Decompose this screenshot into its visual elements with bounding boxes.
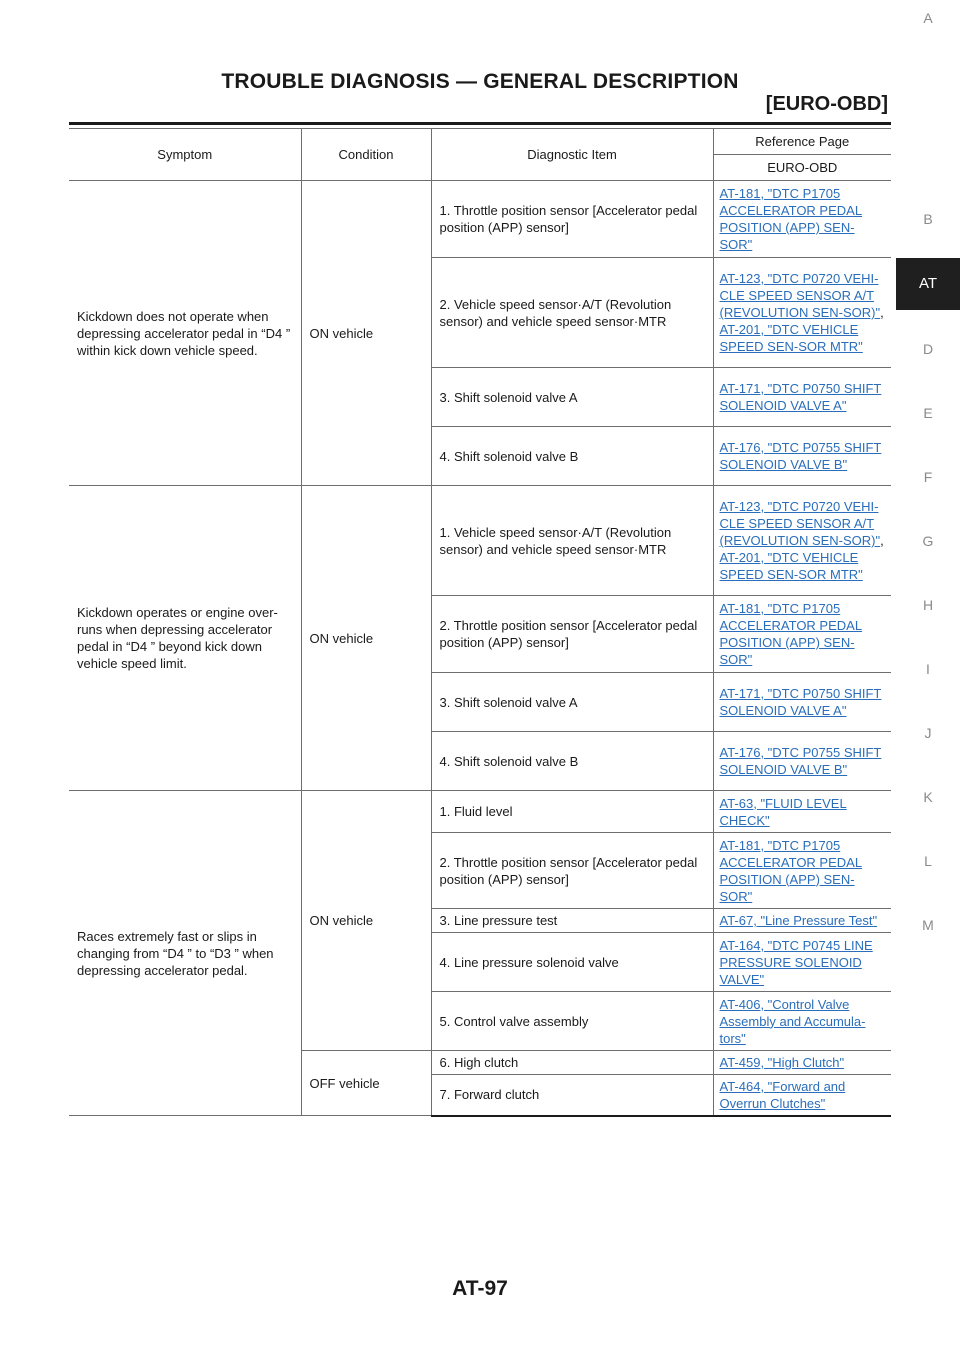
section-tab-d[interactable]: D: [922, 341, 934, 357]
reference-link[interactable]: AT-181, "DTC P1705 ACCELERATOR PEDAL POS…: [719, 186, 863, 252]
reference-cell: AT-176, "DTC P0755 SHIFT SOLENOID VALVE …: [712, 426, 891, 486]
reference-cell: AT-171, "DTC P0750 SHIFT SOLENOID VALVE …: [712, 672, 891, 732]
section-tab-at[interactable]: AT: [896, 258, 960, 310]
diagnostic-item-cell: 7. Forward clutch: [431, 1074, 714, 1117]
table-row: 2. Vehicle speed sensor·A/T (Revolution …: [69, 257, 891, 368]
reference-cell: AT-171, "DTC P0750 SHIFT SOLENOID VALVE …: [712, 367, 891, 427]
reference-cell: AT-164, "DTC P0745 LINE PRESSURE SOLENOI…: [712, 932, 891, 992]
diagnostic-item-cell: 1. Vehicle speed sensor·A/T (Revolution …: [430, 485, 714, 596]
table-row: Kickdown does not operate when depressin…: [69, 180, 891, 486]
table-row: 5. Control valve assembly AT-406, "Contr…: [69, 991, 891, 1051]
section-tab-a[interactable]: A: [923, 10, 933, 26]
diagnostic-item-cell: 6. High clutch: [430, 1050, 714, 1075]
reference-link[interactable]: AT-123, "DTC P0720 VEHI-CLE SPEED SENSOR…: [719, 499, 881, 548]
reference-link[interactable]: AT-63, "FLUID LEVEL CHECK": [719, 795, 847, 828]
reference-link[interactable]: AT-176, "DTC P0755 SHIFT SOLENOID VALVE …: [719, 440, 882, 472]
reference-link[interactable]: AT-171, "DTC P0750 SHIFT SOLENOID VALVE …: [719, 381, 882, 413]
reference-cell: AT-67, "Line Pressure Test": [712, 908, 891, 933]
reference-link[interactable]: AT-164, "DTC P0745 LINE PRESSURE SOLENOI…: [719, 937, 873, 987]
section-tab-j[interactable]: J: [924, 725, 932, 741]
section-tab-b[interactable]: B: [923, 211, 933, 227]
header-condition: Condition: [300, 128, 432, 181]
diagnostic-item-cell: 3. Shift solenoid valve A: [431, 367, 714, 427]
reference-link[interactable]: AT-181, "DTC P1705 ACCELERATOR PEDAL POS…: [719, 837, 863, 904]
condition-cell: ON vehicle: [300, 180, 432, 486]
symptom-cell: Kickdown does not operate when depressin…: [69, 180, 302, 486]
table-row: OFF vehicle 6. High clutch AT-459, "High…: [69, 1050, 891, 1116]
table-row: 7. Forward clutch AT-464, "Forward and O…: [69, 1074, 891, 1117]
page-title: TROUBLE DIAGNOSIS — GENERAL DESCRIPTION: [221, 70, 739, 93]
diagnostic-item-cell: 2. Throttle position sensor [Accelerator…: [431, 832, 714, 909]
table-row: Kickdown operates or engine over-runs wh…: [69, 485, 891, 791]
symptom-cell: Kickdown operates or engine over-runs wh…: [69, 485, 302, 791]
diagnostic-item-cell: 4. Shift solenoid valve B: [431, 426, 714, 486]
reference-cell: AT-181, "DTC P1705 ACCELERATOR PEDAL POS…: [712, 832, 891, 909]
table-subheader-row: EURO-OBD: [69, 154, 891, 181]
condition-cell: ON vehicle: [300, 485, 432, 791]
section-tab-k[interactable]: K: [923, 789, 933, 805]
table-row: Races extremely fast or slips in changin…: [69, 790, 891, 1116]
header-divider: [69, 122, 891, 125]
table-header-row: Symptom Condition Diagnostic Item Refere…: [69, 128, 891, 181]
diagnostic-item-cell: 3. Line pressure test: [431, 908, 714, 933]
diagnostic-item-cell: 5. Control valve assembly: [431, 991, 714, 1051]
reference-link[interactable]: AT-201, "DTC VEHICLE SPEED SEN-SOR MTR": [719, 322, 863, 354]
header-euro-obd: EURO-OBD: [713, 154, 891, 181]
reference-link[interactable]: AT-67, "Line Pressure Test": [719, 913, 878, 928]
table-row: 4. Shift solenoid valve B AT-176, "DTC P…: [69, 731, 891, 791]
diagnostic-item-cell: 4. Shift solenoid valve B: [431, 731, 714, 791]
reference-cell: AT-176, "DTC P0755 SHIFT SOLENOID VALVE …: [712, 731, 891, 791]
reference-link[interactable]: AT-201, "DTC VEHICLE SPEED SEN-SOR MTR": [719, 550, 863, 582]
symptom-cell: Races extremely fast or slips in changin…: [69, 790, 302, 1116]
reference-link[interactable]: AT-171, "DTC P0750 SHIFT SOLENOID VALVE …: [719, 686, 882, 718]
reference-cell: AT-181, "DTC P1705 ACCELERATOR PEDAL POS…: [712, 180, 891, 258]
reference-link[interactable]: AT-459, "High Clutch": [719, 1055, 845, 1070]
diagnostic-item-cell: 1. Throttle position sensor [Accelerator…: [430, 180, 714, 258]
table-row: 2. Throttle position sensor [Accelerator…: [69, 595, 891, 673]
reference-cell: AT-464, "Forward and Overrun Clutches": [712, 1074, 891, 1117]
diagnostic-item-cell: 2. Throttle position sensor [Accelerator…: [431, 595, 714, 673]
condition-cell: ON vehicle: [300, 790, 432, 1051]
reference-link[interactable]: AT-406, "Control Valve Assembly and Accu…: [719, 996, 866, 1046]
table-row: 3. Shift solenoid valve A AT-171, "DTC P…: [69, 367, 891, 427]
diagnostic-item-cell: 1. Fluid level: [430, 790, 714, 833]
diagnosis-table: Symptom Condition Diagnostic Item Refere…: [69, 128, 891, 1117]
section-tab-h[interactable]: H: [922, 597, 934, 613]
diagnostic-item-cell: 4. Line pressure solenoid valve: [431, 932, 714, 992]
reference-cell: AT-181, "DTC P1705 ACCELERATOR PEDAL POS…: [712, 595, 891, 673]
reference-cell: AT-459, "High Clutch": [712, 1050, 891, 1075]
reference-cell: AT-123, "DTC P0720 VEHI-CLE SPEED SENSOR…: [712, 485, 891, 596]
section-tab-e[interactable]: E: [923, 405, 933, 421]
reference-cell: AT-406, "Control Valve Assembly and Accu…: [712, 991, 891, 1051]
section-index-sidebar: A B AT D E F G H I J K L M: [896, 0, 960, 1358]
reference-link[interactable]: AT-181, "DTC P1705 ACCELERATOR PEDAL POS…: [719, 601, 863, 667]
section-tab-l[interactable]: L: [924, 853, 932, 869]
reference-link[interactable]: AT-176, "DTC P0755 SHIFT SOLENOID VALVE …: [719, 745, 882, 777]
reference-link[interactable]: AT-464, "Forward and Overrun Clutches": [719, 1078, 846, 1111]
section-tab-i[interactable]: I: [926, 661, 930, 677]
reference-cell: AT-123, "DTC P0720 VEHI-CLE SPEED SENSOR…: [712, 257, 891, 368]
section-tab-g[interactable]: G: [922, 533, 934, 549]
reference-cell: AT-63, "FLUID LEVEL CHECK": [712, 790, 891, 833]
header-reference-page: Reference Page: [712, 128, 891, 155]
diagnostic-item-cell: 2. Vehicle speed sensor·A/T (Revolution …: [431, 257, 714, 368]
header-diagnostic-item: Diagnostic Item: [430, 128, 714, 181]
diagnostic-item-cell: 3. Shift solenoid valve A: [431, 672, 714, 732]
section-tab-m[interactable]: M: [922, 917, 934, 933]
table-row: 4. Line pressure solenoid valve AT-164, …: [69, 932, 891, 992]
reference-link[interactable]: AT-123, "DTC P0720 VEHI-CLE SPEED SENSOR…: [719, 271, 881, 320]
page-number: AT-97: [452, 1277, 508, 1300]
section-tab-f[interactable]: F: [923, 469, 933, 485]
condition-cell: OFF vehicle: [301, 1050, 432, 1116]
page-subtitle: [EURO-OBD]: [765, 93, 888, 115]
table-row: 4. Shift solenoid valve B AT-176, "DTC P…: [69, 426, 891, 486]
header-symptom: Symptom: [69, 128, 302, 181]
